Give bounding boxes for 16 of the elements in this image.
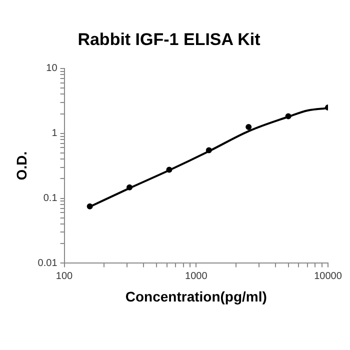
y-tick-label: 0.01 xyxy=(38,258,58,269)
x-axis-title: Concentration(pg/ml) xyxy=(125,288,267,304)
y-tick-label: 0.1 xyxy=(43,193,58,204)
x-tick-label: 1000 xyxy=(185,270,208,282)
point xyxy=(126,184,133,190)
point xyxy=(285,113,292,120)
y-tick-label: 10 xyxy=(46,63,58,74)
x-tick-label: 10000 xyxy=(314,270,342,282)
point xyxy=(86,203,93,210)
y-axis-title: O.D. xyxy=(13,151,30,180)
point xyxy=(166,166,172,173)
y-tick-label: 1 xyxy=(52,128,58,140)
chart-title: Rabbit IGF-1 ELISA Kit xyxy=(78,30,261,49)
point xyxy=(206,147,212,154)
point xyxy=(246,124,252,130)
x-tick-label: 100 xyxy=(56,270,74,282)
